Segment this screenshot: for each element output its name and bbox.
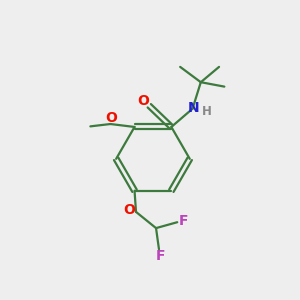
Text: F: F	[178, 214, 188, 228]
Text: O: O	[105, 110, 117, 124]
Text: O: O	[137, 94, 149, 108]
Text: O: O	[124, 202, 136, 217]
Text: H: H	[202, 105, 212, 118]
Text: N: N	[188, 101, 200, 115]
Text: F: F	[156, 249, 165, 263]
